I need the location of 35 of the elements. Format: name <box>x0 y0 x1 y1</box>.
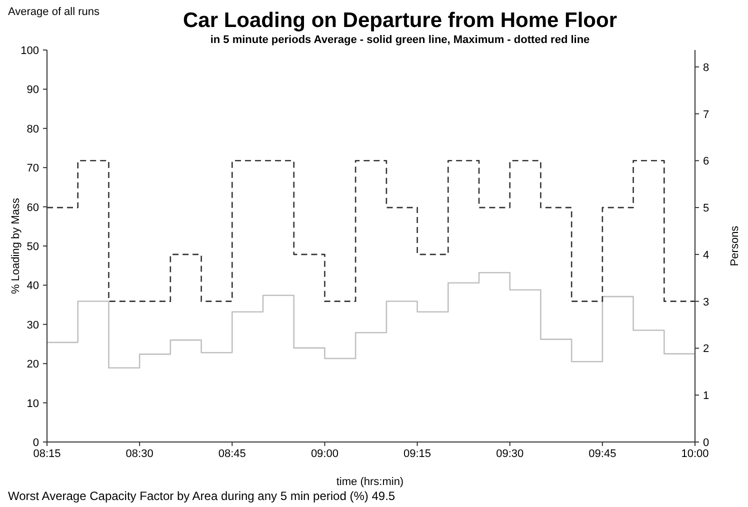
y-tick-label: 0 <box>32 437 39 449</box>
y2-tick-label: 1 <box>703 390 710 402</box>
text: Worst Average Capacity Factor by Area during any 5 min period (%) 49.5 <box>8 489 396 503</box>
y2-tick-label: 4 <box>703 249 710 262</box>
x-tick-label: 09:15 <box>404 448 432 460</box>
y-tick-label: 80 <box>26 123 39 136</box>
y-tick-label: 20 <box>26 358 39 371</box>
y-tick-label: 10 <box>26 398 39 410</box>
x-tick-label: 09:30 <box>496 448 524 460</box>
y-tick-label: 90 <box>26 84 39 96</box>
x-axis-title: time (hrs:min) <box>336 476 404 488</box>
x-tick-label: 08:30 <box>126 448 154 460</box>
x-tick-label: 10:00 <box>681 448 709 460</box>
y2-tick-label: 8 <box>703 62 710 74</box>
y-tick-label: 70 <box>26 162 39 175</box>
y2-tick-label: 0 <box>703 437 710 449</box>
x-tick-label: 08:15 <box>33 448 61 460</box>
chart-subtitle: in 5 minute periods Average - solid green line, Maximum - dotted red line <box>210 34 590 46</box>
x-tick-label: 09:00 <box>310 448 338 460</box>
chart-title: Car Loading on Departure from Home Floor <box>182 9 618 32</box>
y2-tick-label: 6 <box>703 156 710 168</box>
y2-tick-label: 5 <box>703 202 710 215</box>
y2-tick-label: 7 <box>703 108 710 121</box>
y2-axis-title: Persons <box>729 225 741 266</box>
text: Average of all runs <box>8 6 100 18</box>
y-tick-label: 30 <box>26 319 39 332</box>
y-tick-label: 40 <box>26 280 39 292</box>
x-tick-label: 08:45 <box>218 448 246 460</box>
y2-tick-label: 2 <box>703 343 710 356</box>
y-tick-label: 50 <box>26 241 39 253</box>
y-axis-title: % Loading by Mass <box>10 198 22 294</box>
y-tick-label: 60 <box>26 202 39 214</box>
y2-tick-label: 3 <box>703 296 710 308</box>
y-tick-label: 100 <box>20 45 39 57</box>
x-tick-label: 09:45 <box>588 448 616 460</box>
